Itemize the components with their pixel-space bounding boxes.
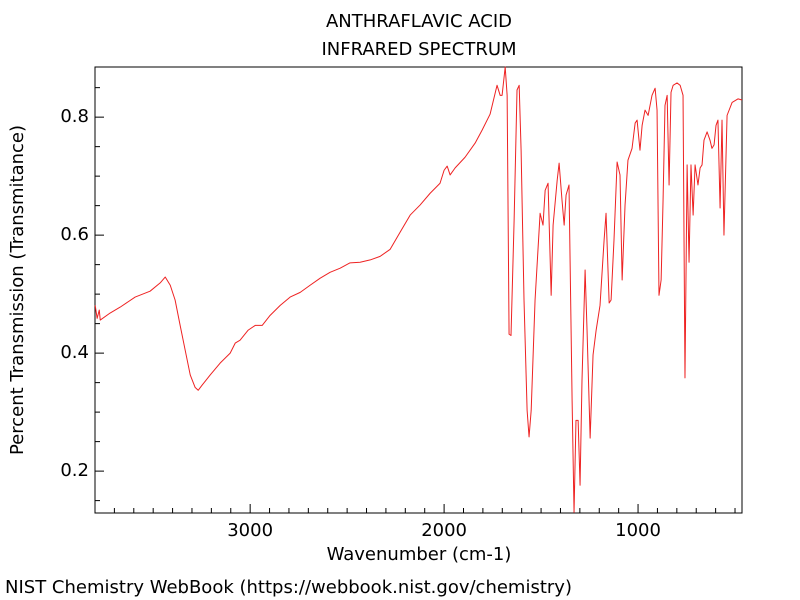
y-tick-label: 0.4 — [60, 342, 89, 363]
y-tick-label: 0.2 — [60, 460, 89, 481]
chart-title: ANTHRAFLAVIC ACID — [326, 11, 512, 32]
chart-subtitle: INFRARED SPECTRUM — [321, 39, 516, 60]
y-tick-label: 0.6 — [60, 224, 89, 245]
y-axis-label: Percent Transmission (Transmitance) — [7, 125, 28, 455]
x-tick-label: 3000 — [227, 520, 273, 541]
x-axis-label: Wavenumber (cm-1) — [327, 544, 512, 565]
footer: NIST Chemistry WebBook (https://webbook.… — [5, 577, 572, 598]
x-tick-label: 2000 — [421, 520, 467, 541]
spectrum-line — [94, 66, 743, 513]
x-tick-label: 1000 — [615, 520, 661, 541]
y-tick-label: 0.8 — [60, 106, 89, 127]
plot-frame — [94, 66, 743, 514]
